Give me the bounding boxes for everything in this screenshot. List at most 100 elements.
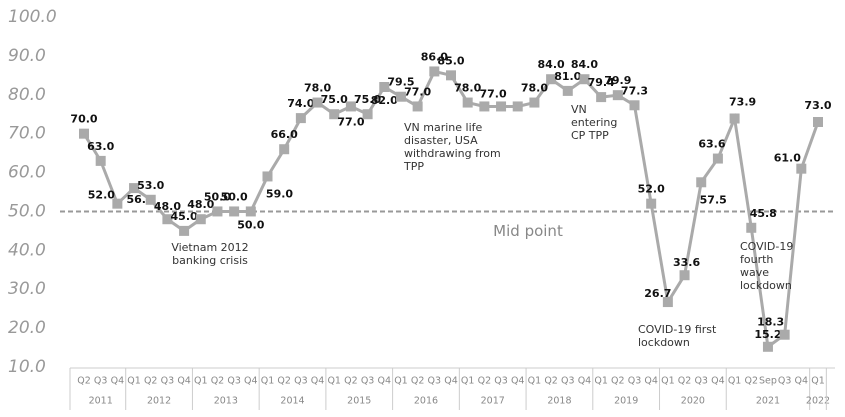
data-label: 45.8 xyxy=(750,207,777,220)
annotation: Vietnam 2012 banking crisis xyxy=(171,241,248,267)
x-tick-label: Q2 xyxy=(277,376,291,387)
x-tick-label: Q2 xyxy=(344,376,358,387)
x-tick-label: Q1 xyxy=(811,376,825,387)
point xyxy=(245,206,256,217)
x-tick-label: Q2 xyxy=(144,376,158,387)
data-label: 75.0 xyxy=(321,93,348,106)
x-tick-label: Q1 xyxy=(394,376,408,387)
point xyxy=(95,155,106,166)
data-label: 63.6 xyxy=(698,138,725,151)
point xyxy=(312,97,323,108)
point xyxy=(579,74,590,85)
x-tick-label: Q2 xyxy=(411,376,425,387)
x-tick-label: Q1 xyxy=(661,376,675,387)
x-tick-label: Q4 xyxy=(578,376,592,387)
point xyxy=(612,90,623,101)
x-tick-label: Q4 xyxy=(111,376,125,387)
x-tick-label: Q3 xyxy=(361,376,375,387)
point xyxy=(746,222,757,233)
x-tick-label: Q2 xyxy=(211,376,225,387)
data-label: 26.7 xyxy=(644,287,671,300)
x-tick-label: Q3 xyxy=(628,376,642,387)
x-group-label: 2018 xyxy=(547,396,571,407)
point xyxy=(279,144,290,155)
x-tick-label: Q3 xyxy=(161,376,175,387)
data-label: 77.3 xyxy=(621,84,648,97)
x-tick-label: Q4 xyxy=(177,376,191,387)
x-tick-label: Q2 xyxy=(611,376,625,387)
point xyxy=(629,100,640,111)
x-tick-label: Q2 xyxy=(478,376,492,387)
point xyxy=(412,101,423,112)
x-tick-label: Q4 xyxy=(644,376,658,387)
point xyxy=(145,194,156,205)
data-label: 53.0 xyxy=(137,179,164,192)
x-tick-label: Q1 xyxy=(728,376,742,387)
data-label: 78.0 xyxy=(454,82,481,95)
x-tick-label: Q1 xyxy=(594,376,608,387)
data-label: 61.0 xyxy=(774,152,801,165)
x-tick-label: Q1 xyxy=(528,376,542,387)
x-tick-label: Q4 xyxy=(378,376,392,387)
x-tick-label: Q4 xyxy=(311,376,325,387)
x-group-label: 2015 xyxy=(347,396,371,407)
point xyxy=(362,109,373,120)
x-tick-label: Q1 xyxy=(327,376,341,387)
x-tick-label: Q3 xyxy=(294,376,308,387)
point xyxy=(696,177,707,188)
point xyxy=(129,183,140,194)
point xyxy=(345,101,356,112)
point xyxy=(295,113,306,124)
point xyxy=(813,117,823,127)
data-label: 45.0 xyxy=(171,210,198,223)
y-tick-label: 70.0 xyxy=(8,124,46,144)
y-tick-label: 20.0 xyxy=(8,318,46,338)
point xyxy=(596,92,607,103)
x-group-label: 2020 xyxy=(681,396,705,407)
point xyxy=(479,101,490,112)
data-label: 57.5 xyxy=(700,193,727,206)
point xyxy=(262,171,273,182)
x-tick-label: Q2 xyxy=(745,376,759,387)
x-group-label: 2012 xyxy=(147,396,171,407)
data-label: 52.0 xyxy=(88,189,115,202)
y-tick-label: 40.0 xyxy=(8,240,46,260)
x-tick-label: Q4 xyxy=(511,376,525,387)
annotation: VN marine life disaster, USA withdrawing f… xyxy=(403,121,501,173)
point xyxy=(329,109,340,120)
point xyxy=(429,66,440,77)
point xyxy=(529,97,540,108)
data-label: 73.9 xyxy=(729,96,756,109)
data-label: 50.0 xyxy=(221,190,248,203)
x-tick-label: Q1 xyxy=(127,376,141,387)
x-tick-label: Q2 xyxy=(678,376,692,387)
point xyxy=(195,214,206,225)
x-tick-label: Q1 xyxy=(194,376,208,387)
data-label: 77.0 xyxy=(337,115,364,128)
data-label: 77.0 xyxy=(404,85,431,98)
y-tick-label: 60.0 xyxy=(8,163,46,183)
x-tick-label: Q3 xyxy=(778,376,792,387)
reference-label: Mid point xyxy=(493,222,563,240)
point xyxy=(779,329,790,340)
point xyxy=(112,198,123,209)
data-label: 63.0 xyxy=(87,140,114,153)
annotation: COVID-19 fourth wave lockdown xyxy=(740,240,793,292)
data-label: 33.6 xyxy=(673,256,700,269)
data-label: 18.3 xyxy=(757,316,784,329)
point xyxy=(546,74,557,85)
data-label: 59.0 xyxy=(266,187,293,200)
data-label: 74.0 xyxy=(287,97,314,110)
y-tick-label: 10.0 xyxy=(8,357,46,377)
x-tick-label: Q3 xyxy=(494,376,508,387)
point xyxy=(79,128,89,139)
x-tick-label: Q2 xyxy=(77,376,91,387)
data-label: 77.0 xyxy=(479,87,506,100)
point xyxy=(212,206,223,217)
point xyxy=(662,297,673,308)
point xyxy=(679,270,690,281)
x-tick-label: Q4 xyxy=(795,376,809,387)
point xyxy=(179,225,190,236)
y-tick-label: 30.0 xyxy=(8,279,46,299)
point xyxy=(162,214,173,225)
